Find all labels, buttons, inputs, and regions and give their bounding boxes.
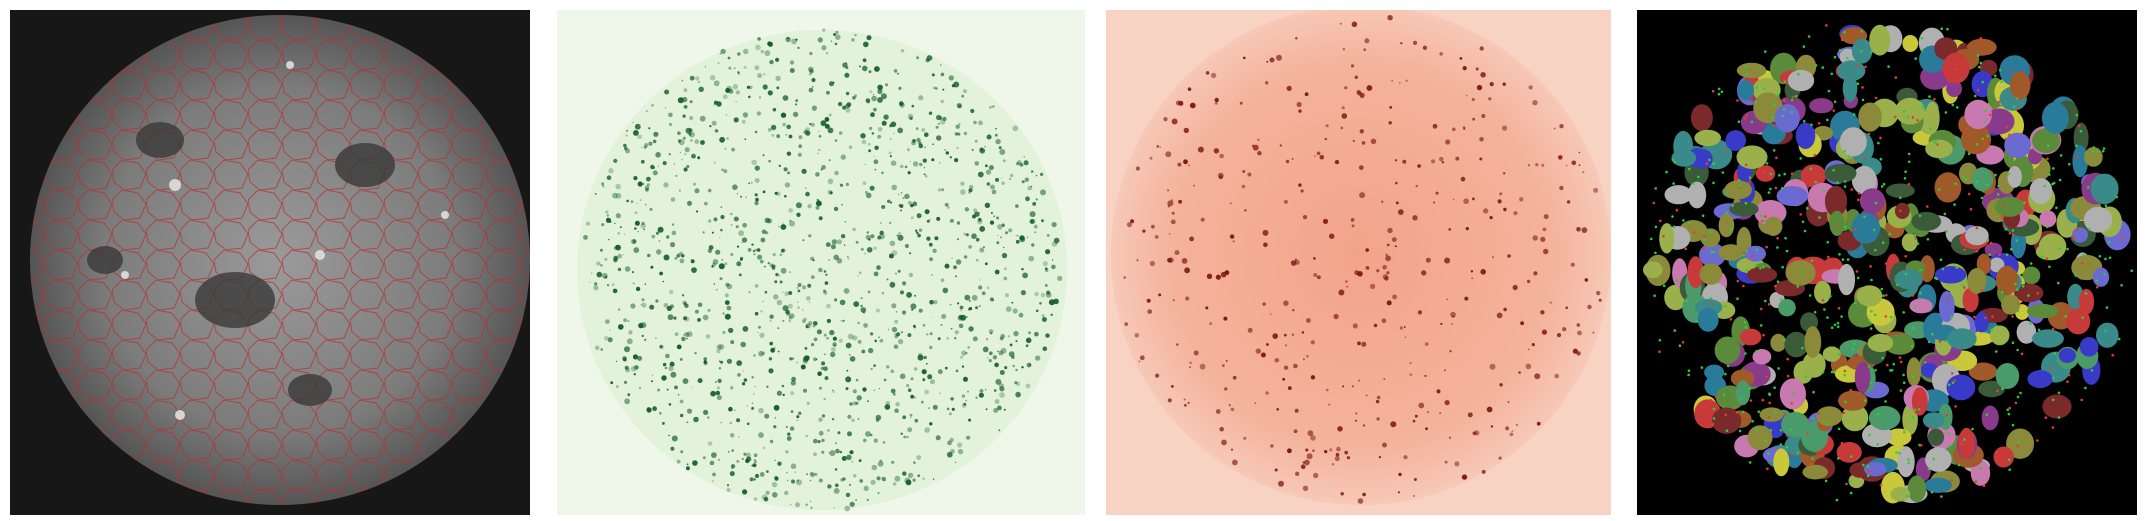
red-signal-dots (1123, 15, 1602, 504)
segmented-cells (1643, 24, 2131, 504)
segmentation-spot-markers (1650, 24, 2133, 502)
green-signal-speckles (583, 28, 1063, 512)
green-channel-panel (557, 10, 1085, 515)
raw-microscopy-image (10, 10, 530, 515)
segmentation-panel (1637, 10, 2137, 515)
green-channel-image (557, 10, 1085, 515)
raw-microscopy-panel (10, 10, 530, 515)
red-channel-image (1106, 10, 1611, 515)
segmentation-mask-image (1637, 10, 2137, 515)
red-channel-panel (1106, 10, 1611, 515)
